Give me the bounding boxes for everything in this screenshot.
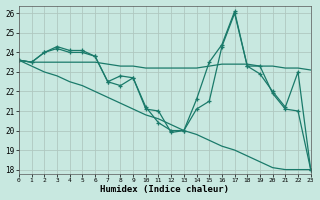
X-axis label: Humidex (Indice chaleur): Humidex (Indice chaleur) [100,185,229,194]
